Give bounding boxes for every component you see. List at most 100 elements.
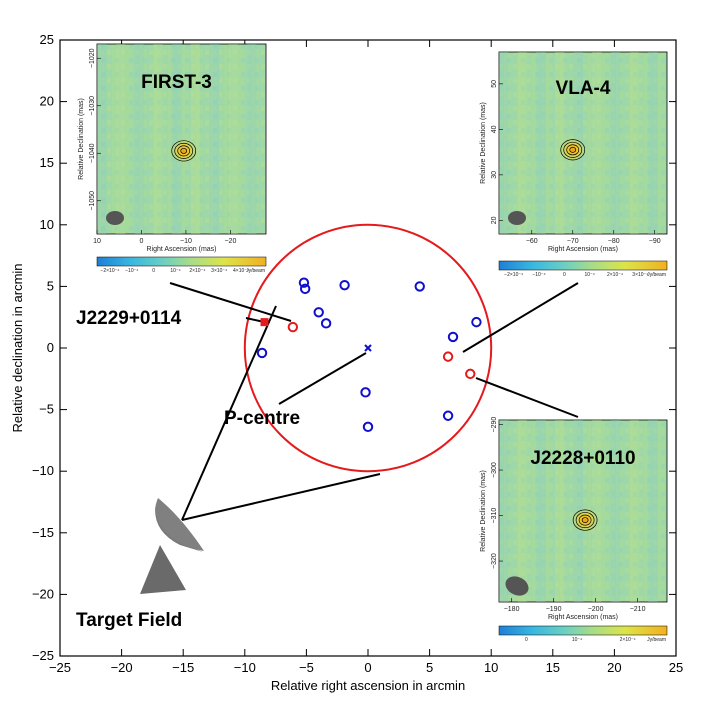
inset-title: FIRST-3 [141, 72, 212, 93]
inset-contour [563, 141, 583, 158]
source-point [442, 410, 454, 421]
inset-y-tick-label: 40 [491, 125, 498, 133]
y-tick-label: −10 [32, 463, 54, 478]
y-tick-label: −15 [32, 525, 54, 540]
inset-contour [581, 517, 589, 523]
inset-noise-band [648, 420, 658, 602]
source-point [339, 279, 350, 291]
inset-noise-band [209, 44, 220, 234]
inset-noise-band [555, 52, 565, 234]
y-tick-label: 10 [40, 217, 54, 232]
inset-y-tick-label: −1040 [89, 143, 96, 163]
source-point [313, 307, 324, 318]
inset-x-tick-label: −190 [546, 606, 562, 613]
inset-first-3: FIRST-3 10 0 −10 −20 −1020 −1030 −1040 −1050 Righ… [78, 43, 267, 274]
y-tick-label: −5 [39, 402, 54, 417]
x-tick-label: −25 [49, 660, 71, 675]
colorbar-tick-label: 4×10⁻⁴ [233, 268, 249, 274]
inset-noise-band [190, 44, 201, 234]
inset-source-emission [558, 136, 587, 163]
inset-title: VLA-4 [556, 78, 611, 99]
inset-contour [177, 145, 191, 157]
primary-beam-circle [243, 223, 493, 473]
inset-contour [566, 144, 580, 156]
colorbar-unit: Jy/beam [647, 272, 666, 278]
source-point [447, 331, 459, 343]
inset-noise-band [592, 420, 602, 602]
inset-y-label: Relative Declination (mas) [480, 470, 487, 552]
x-tick-label: −20 [111, 660, 133, 675]
inset-x-tick-label: −210 [630, 606, 646, 613]
source-point [320, 318, 332, 329]
inset-x-tick-label: −200 [588, 606, 604, 613]
inset-noise-band [611, 52, 621, 234]
source-marks [256, 277, 482, 433]
inset-noise-band [172, 44, 182, 234]
radio-dish-icon [140, 498, 204, 594]
inset-x-tick-label: −20 [224, 238, 236, 245]
x-tick-label: 5 [426, 660, 433, 675]
connector-j2228 [475, 377, 579, 418]
inset-x-tick-label: −90 [649, 238, 661, 245]
inset-j2228+0110: J2228+0110 −180 −190 −200 −210 −290 −300 −310 −3… [480, 417, 668, 643]
main-axes: −25 −20 −15 −10 −5 0 5 10 15 20 25 −25 −20 −15 −10 −5 0… [32, 32, 683, 675]
colorbar-unit: Jy/beam [647, 637, 666, 643]
inset-x-tick-label: 0 [140, 238, 144, 245]
inset-vla-4: VLA-4 −60 −70 −80 −90 50 40 30 20 Right Ascension… [480, 51, 668, 278]
x-axis-label: Relative right ascension in arcmin [271, 678, 465, 693]
inset-y-tick-label: −290 [491, 417, 498, 433]
colorbar-tick-label: 0 [152, 268, 155, 274]
inset-colorbar [96, 256, 267, 267]
target-label: J2229+0114 [76, 308, 182, 329]
source-point [299, 283, 311, 295]
inset-noise-band [629, 52, 639, 234]
connector-field-upper [181, 305, 277, 521]
colorbar-tick-label: 3×10⁻⁴ [211, 268, 227, 274]
x-tick-label: 25 [669, 660, 683, 675]
y-ticks: −25 −20 −15 −10 −5 0 5 10 15 20 25 [32, 32, 676, 663]
target-field-label: Target Field [76, 610, 182, 631]
connector-first3 [169, 282, 292, 322]
colorbar-tick-label: 10⁻⁴ [170, 268, 180, 274]
inset-beam-ellipse [508, 211, 526, 225]
connector-vla4 [462, 282, 579, 353]
inset-noise-band [153, 44, 163, 234]
inset-beam-ellipse [106, 211, 124, 225]
colorbar-tick-label: 0 [525, 637, 528, 643]
inset-source-emission [169, 137, 198, 164]
inset-noise-band [648, 52, 658, 234]
connector-pcentre [278, 352, 367, 405]
source-point [298, 277, 310, 288]
colorbar-tick-label: 10⁻⁴ [584, 272, 594, 278]
colorbar-unit: Jy/beam [246, 268, 265, 274]
inset-contour [572, 509, 598, 531]
y-tick-label: 25 [40, 32, 54, 47]
y-tick-label: −25 [32, 648, 54, 663]
inset-noise-band [517, 420, 527, 602]
inset-title: J2228+0110 [530, 448, 635, 469]
inset-noise-band [536, 420, 546, 602]
inset-noise-band [536, 52, 546, 234]
x-ticks: −25 −20 −15 −10 −5 0 5 10 15 20 25 [49, 40, 683, 675]
connector-field-lower [181, 473, 381, 521]
colorbar-tick-label: 2×10⁻⁴ [189, 268, 205, 274]
colorbar-tick-label: 0 [563, 272, 566, 278]
inset-colorbar [498, 625, 668, 636]
colorbar-tick-label: 2×10⁻⁴ [607, 272, 623, 278]
inset-contour [575, 512, 595, 529]
x-tick-label: 10 [484, 660, 498, 675]
inset-y-tick-label: −1020 [89, 48, 96, 68]
inset-noise-band [134, 44, 144, 234]
y-tick-label: −20 [32, 586, 54, 601]
target-marker [260, 318, 269, 327]
inset-x-tick-label: −180 [504, 606, 520, 613]
x-tick-label: −10 [234, 660, 256, 675]
inset-colorbar [498, 260, 668, 271]
colorbar-tick-label: −10⁻⁴ [532, 272, 545, 278]
source-point [256, 347, 268, 359]
inset-noise-band [499, 420, 509, 602]
inset-contour [171, 140, 197, 162]
inset-contour [578, 514, 592, 526]
inset-noise-band [517, 52, 527, 234]
